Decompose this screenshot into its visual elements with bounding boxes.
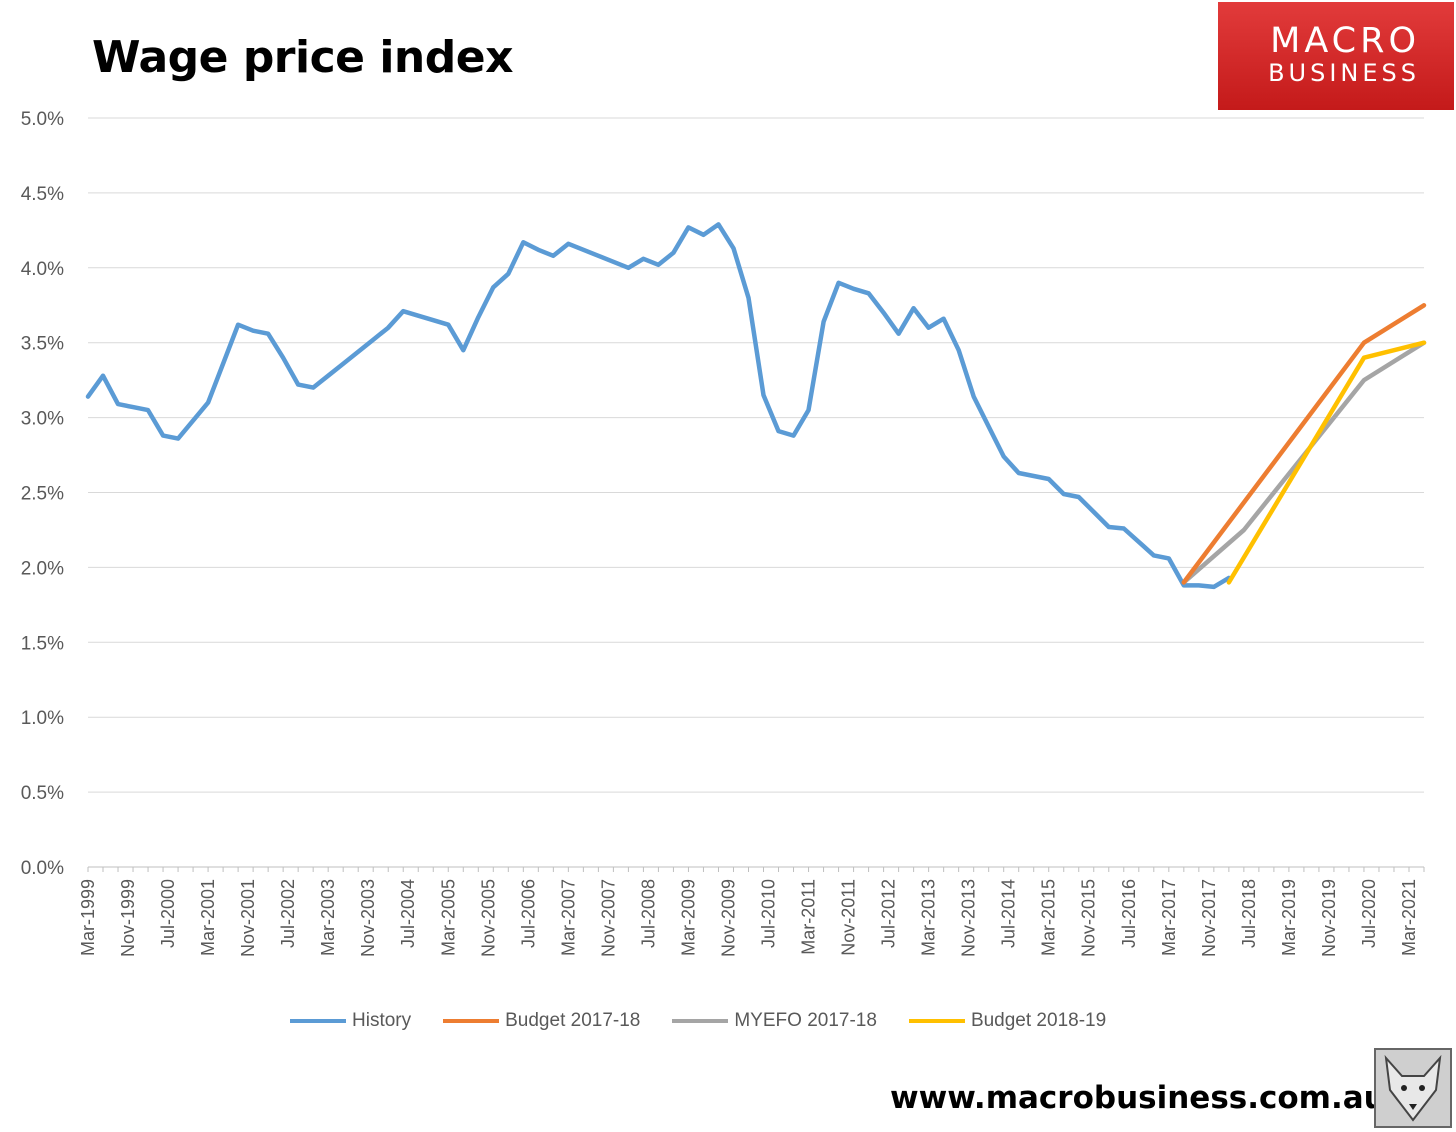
x-tick-label: Jul-2000	[158, 879, 178, 948]
y-tick-label: 3.5%	[21, 334, 64, 355]
x-tick-label: Nov-2005	[478, 879, 498, 957]
x-tick-label: Mar-2007	[558, 879, 578, 956]
website-url: www.macrobusiness.com.au	[890, 1080, 1386, 1116]
y-tick-label: 3.0%	[21, 409, 64, 430]
x-tick-label: Mar-2015	[1039, 879, 1059, 956]
x-tick-label: Jul-2010	[759, 879, 779, 948]
x-tick-label: Mar-2013	[919, 879, 939, 956]
y-tick-label: 5.0%	[21, 109, 64, 130]
x-tick-label: Jul-2002	[278, 879, 298, 948]
legend-item-budget-2017-18: Budget 2017-18	[443, 1010, 640, 1032]
y-tick-label: 0.0%	[21, 858, 64, 879]
x-tick-label: Jul-2016	[1119, 879, 1139, 948]
legend-swatch-myefo-2017-18	[672, 1019, 729, 1023]
series-line-myefo-2017-18	[1181, 340, 1427, 585]
logo-top-text: MACRO	[1270, 21, 1420, 62]
legend-label-history: History	[352, 1010, 412, 1031]
logo-bottom-text: BUSINESS	[1268, 59, 1420, 88]
series-line-budget-2017-18	[1181, 303, 1427, 585]
legend-swatch-budget-2017-18	[443, 1019, 500, 1023]
x-tick-label: Nov-2003	[358, 879, 378, 957]
x-tick-label: Nov-2013	[959, 879, 979, 957]
series-line-history	[85, 222, 1232, 590]
x-tick-label: Nov-2001	[238, 879, 258, 957]
y-tick-label: 4.5%	[21, 184, 64, 205]
legend-swatch-budget-2018-19	[908, 1019, 965, 1023]
x-tick-label: Jul-2004	[398, 879, 418, 948]
legend-item-budget-2018-19: Budget 2018-19	[908, 1010, 1107, 1032]
legend-swatch-history	[290, 1019, 346, 1023]
y-tick-label: 1.5%	[21, 633, 64, 654]
x-tick-label: Nov-2017	[1199, 879, 1219, 957]
legend-item-history: History	[290, 1010, 411, 1032]
y-tick-label: 4.0%	[21, 259, 64, 280]
x-tick-label: Jul-2020	[1359, 879, 1379, 948]
legend-label-myefo-2017-18: MYEFO 2017-18	[734, 1010, 877, 1031]
x-tick-label: Mar-2017	[1159, 879, 1179, 956]
macrobusiness-logo: MACRO BUSINESS	[1218, 2, 1454, 110]
x-tick-label: Nov-2015	[1079, 879, 1099, 957]
legend-item-myefo-2017-18: MYEFO 2017-18	[672, 1010, 877, 1032]
chart-title: Wage price index	[92, 32, 513, 83]
x-tick-label: Mar-2005	[438, 879, 458, 956]
x-tick-label: Mar-2021	[1399, 879, 1419, 956]
y-tick-label: 0.5%	[21, 783, 64, 804]
x-tick-label: Jul-2008	[638, 879, 658, 948]
x-tick-label: Mar-2003	[318, 879, 338, 956]
series-line-budget-2018-19	[1226, 340, 1427, 585]
x-tick-label: Nov-1999	[118, 879, 138, 957]
fox-icon	[1376, 1050, 1450, 1126]
legend-label-budget-2017-18: Budget 2017-18	[505, 1010, 641, 1031]
y-tick-label: 1.0%	[21, 708, 64, 729]
x-tick-label: Nov-2007	[598, 879, 618, 957]
x-tick-label: Mar-2011	[799, 879, 819, 955]
x-tick-label: Mar-1999	[78, 879, 98, 956]
chart-legend: History Budget 2017-18 MYEFO 2017-18 Bud…	[290, 1010, 1106, 1032]
x-tick-label: Nov-2019	[1319, 879, 1339, 957]
x-tick-label: Jul-2018	[1239, 879, 1259, 948]
legend-label-budget-2018-19: Budget 2018-19	[970, 1010, 1107, 1031]
x-tick-label: Jul-2014	[999, 879, 1019, 948]
x-tick-label: Nov-2011	[839, 879, 859, 956]
y-tick-label: 2.0%	[21, 558, 64, 579]
x-tick-label: Mar-2009	[678, 879, 698, 956]
x-tick-label: Nov-2009	[718, 879, 738, 957]
x-tick-label: Jul-2006	[518, 879, 538, 948]
x-tick-label: Mar-2001	[198, 879, 218, 956]
x-tick-label: Mar-2019	[1279, 879, 1299, 956]
x-tick-label: Jul-2012	[879, 879, 899, 948]
fox-mascot-image	[1374, 1048, 1452, 1128]
y-tick-label: 2.5%	[21, 484, 64, 505]
